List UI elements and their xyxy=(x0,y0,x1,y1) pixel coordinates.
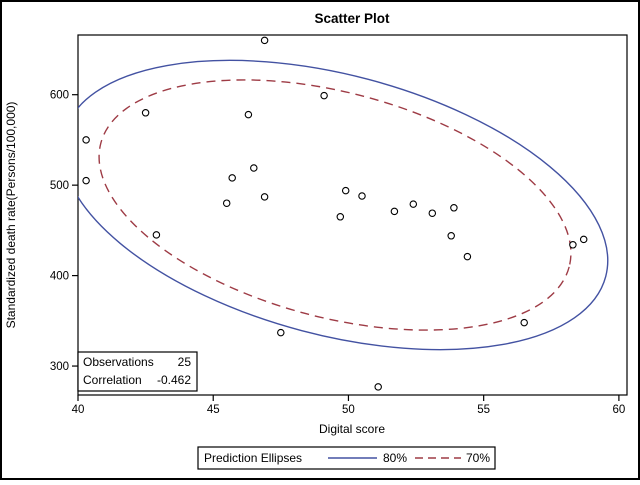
observations-value: 25 xyxy=(178,355,192,369)
data-point xyxy=(277,328,285,337)
y-axis-ticks: 300 400 500 600 xyxy=(50,90,78,373)
x-tick-label: 50 xyxy=(342,404,355,416)
data-point xyxy=(260,36,269,45)
x-tick-label: 40 xyxy=(72,404,85,416)
data-point xyxy=(428,209,437,217)
data-point xyxy=(358,192,366,200)
data-point xyxy=(390,207,399,216)
x-tick-label: 45 xyxy=(207,404,220,416)
data-point xyxy=(250,164,258,172)
correlation-label: Correlation xyxy=(83,373,142,387)
x-tick-label: 60 xyxy=(612,404,625,416)
data-point xyxy=(341,186,350,195)
data-points xyxy=(82,36,588,391)
observations-label: Observations xyxy=(83,355,154,369)
y-tick-label: 500 xyxy=(50,180,69,192)
stats-inset-border xyxy=(77,351,198,392)
legend-title: Prediction Ellipses xyxy=(204,451,302,465)
data-point xyxy=(579,235,588,244)
data-point xyxy=(409,200,418,208)
legend-label-70: 70% xyxy=(466,451,490,465)
data-point xyxy=(320,91,328,100)
data-point xyxy=(463,252,472,261)
stats-inset-box: Observations 25 Correlation -0.462 xyxy=(77,351,198,392)
legend-label-80: 80% xyxy=(383,451,407,465)
plot-frame xyxy=(77,34,628,396)
data-point xyxy=(228,174,236,182)
prediction-ellipse-80% xyxy=(78,59,609,351)
data-point xyxy=(141,109,150,117)
data-point xyxy=(260,193,269,201)
x-axis-title: Digital score xyxy=(319,422,385,436)
data-point xyxy=(82,176,90,185)
data-point xyxy=(450,204,458,212)
legend: Prediction Ellipses 80% 70% xyxy=(197,446,496,470)
y-tick-label: 300 xyxy=(50,361,69,373)
data-point xyxy=(152,231,161,239)
data-point xyxy=(447,232,455,240)
data-point xyxy=(569,241,577,249)
y-tick-label: 600 xyxy=(50,90,69,102)
correlation-value: -0.462 xyxy=(157,373,191,387)
data-point xyxy=(520,318,528,327)
x-axis-ticks: 40 45 50 55 60 xyxy=(72,395,625,416)
data-point xyxy=(222,199,231,207)
data-point xyxy=(374,383,382,391)
data-point xyxy=(244,110,253,119)
y-tick-label: 400 xyxy=(50,271,69,283)
chart-title: Scatter Plot xyxy=(314,11,390,26)
data-point xyxy=(336,213,345,221)
data-point xyxy=(82,136,90,144)
x-tick-label: 55 xyxy=(477,404,490,416)
y-axis-title: Standardized death rate(Persons/100,000) xyxy=(4,102,18,329)
